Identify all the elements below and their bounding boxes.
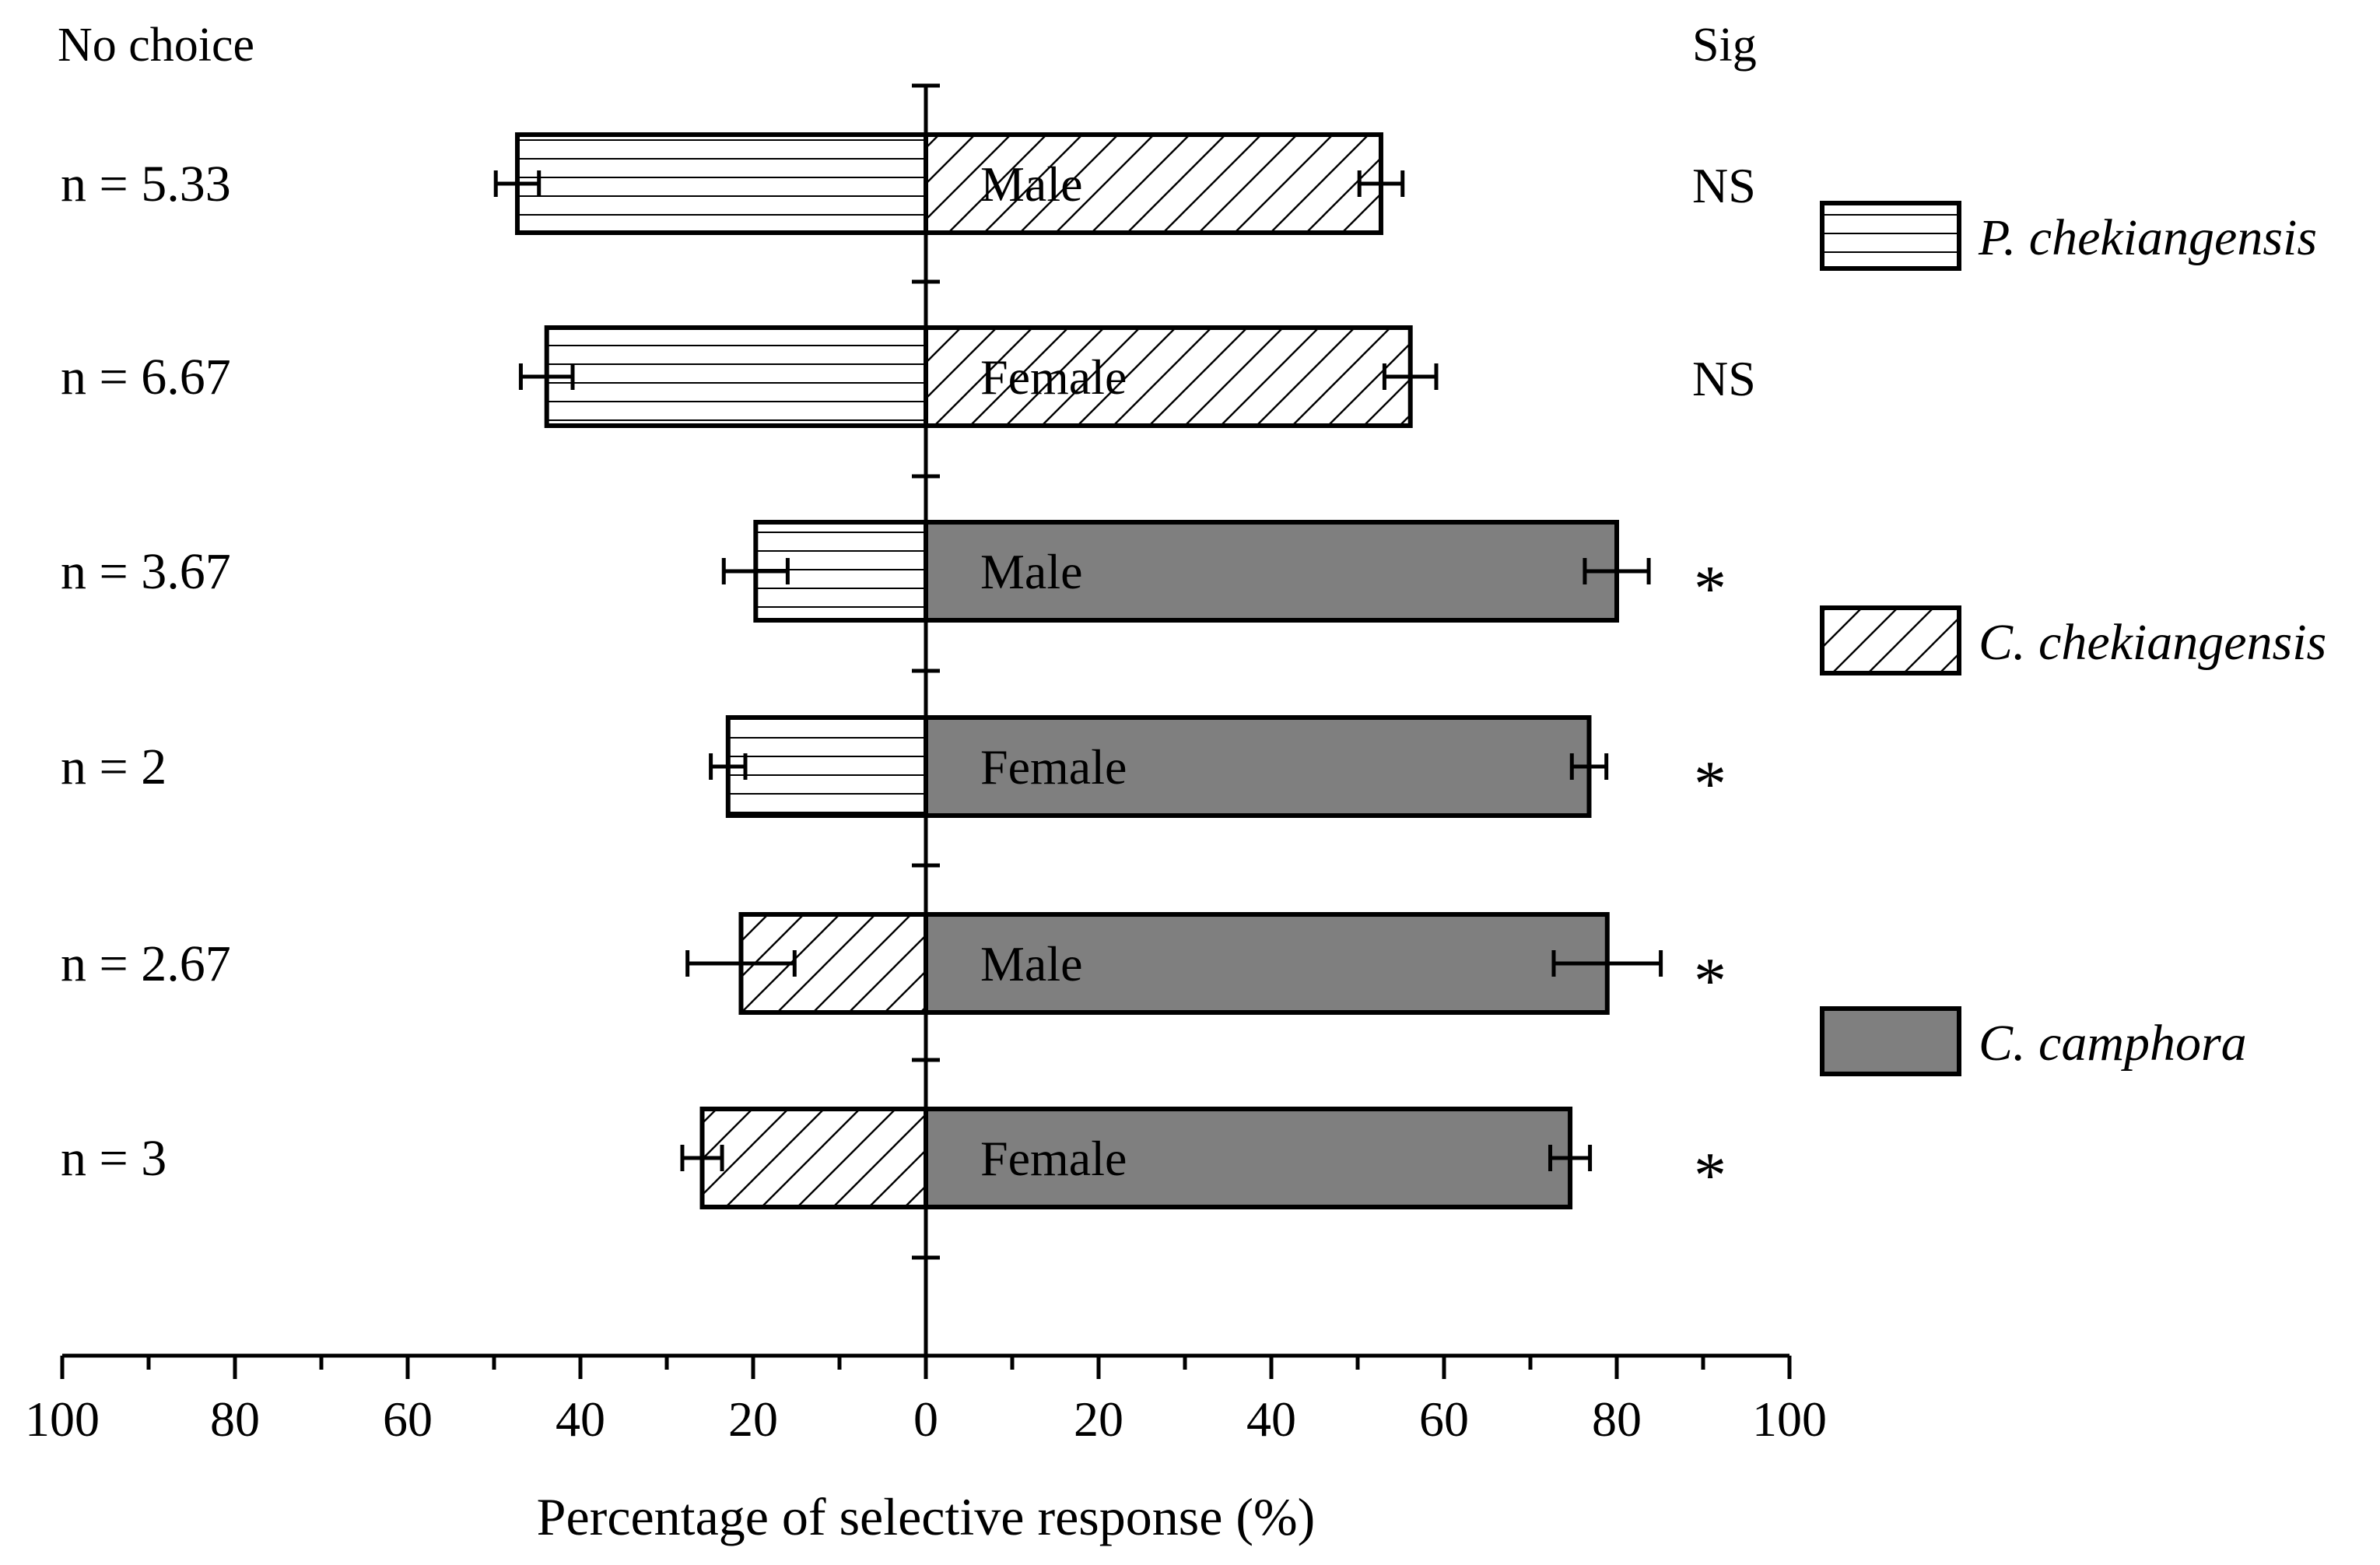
bar-left-row-4	[725, 715, 928, 818]
legend-swatch-3	[1820, 1006, 1961, 1076]
x-tick-label-11: 100	[1752, 1391, 1827, 1447]
bar-right-row-6	[924, 1107, 1573, 1209]
no-choice-label-row-1: n = 5.33	[61, 156, 231, 212]
no-choice-label-row-6: n = 3	[61, 1130, 166, 1187]
sig-label-row-2: NS	[1692, 351, 1756, 406]
row-labels-layer: Male n = 5.33 NS Female n = 6.67 NS Male n = 3.…	[61, 156, 1756, 1212]
bar-sex-label-row-1: Male	[980, 156, 1083, 212]
sig-label-row-5: *	[1694, 945, 1726, 1017]
corner-label-sig: Sig	[1692, 19, 1757, 72]
bar-left-row-1	[514, 132, 928, 235]
bar-sex-label-row-2: Female	[980, 349, 1127, 405]
x-tick-label-6: 0	[913, 1391, 938, 1447]
legend-swatch-2	[1820, 605, 1961, 675]
no-choice-label-row-3: n = 3.67	[61, 543, 231, 600]
x-tick-label-2: 80	[210, 1391, 260, 1447]
axes-layer: 100 80 60 40 20 0 20 40 60 80 100	[25, 83, 1827, 1447]
sig-label-row-6: *	[1694, 1139, 1726, 1212]
no-choice-label-row-2: n = 6.67	[61, 349, 231, 405]
sig-label-row-4: *	[1694, 748, 1726, 820]
x-axis-title: Percentage of selective response (%)	[537, 1487, 1316, 1546]
bar-sex-label-row-4: Female	[980, 739, 1127, 795]
no-choice-label-row-5: n = 2.67	[61, 935, 231, 992]
bars-layer	[493, 132, 1663, 1209]
bar-sex-label-row-6: Female	[980, 1131, 1127, 1186]
x-tick-label-8: 40	[1246, 1391, 1296, 1447]
sig-label-row-3: *	[1694, 553, 1726, 625]
legend-swatch-1	[1820, 201, 1961, 271]
bar-sex-label-row-5: Male	[980, 936, 1083, 991]
legend-label-1: P. chekiangensis	[1978, 209, 2317, 266]
corner-label-no-choice: No choice	[58, 19, 254, 72]
x-tick-label-3: 60	[383, 1391, 433, 1447]
bar-sex-label-row-3: Male	[980, 544, 1083, 599]
sig-label-row-1: NS	[1692, 158, 1756, 213]
legend: P. chekiangensis C. chekiangensis C. camph…	[1820, 201, 2326, 1076]
legend-label-3: C. camphora	[1979, 1015, 2247, 1072]
x-tick-label-10: 80	[1592, 1391, 1642, 1447]
x-tick-label-9: 60	[1419, 1391, 1469, 1447]
x-tick-label-4: 40	[556, 1391, 605, 1447]
no-choice-label-row-4: n = 2	[61, 739, 166, 795]
bar-right-row-3	[924, 520, 1619, 623]
x-tick-label-7: 20	[1074, 1391, 1123, 1447]
legend-label-2: C. chekiangensis	[1979, 614, 2326, 671]
bar-left-row-6	[699, 1107, 928, 1209]
x-tick-label-5: 20	[728, 1391, 778, 1447]
bar-left-row-2	[544, 325, 929, 428]
x-tick-label-1: 100	[25, 1391, 100, 1447]
